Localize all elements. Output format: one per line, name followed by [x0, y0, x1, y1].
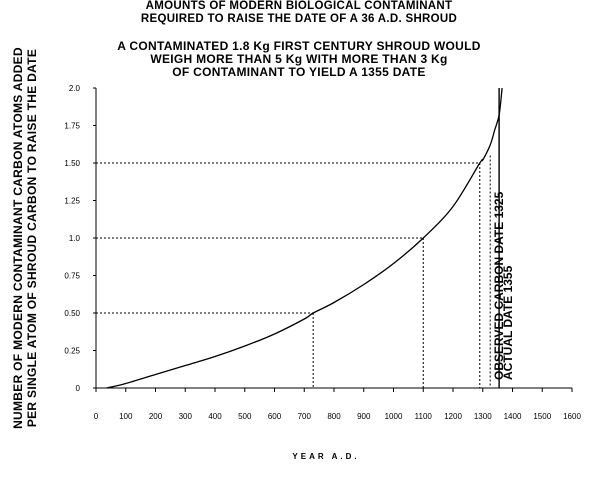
x-tick-label: 1400	[504, 412, 522, 421]
y-axis-label-line-2: PER SINGLE ATOM OF SHROUD CARBON TO RAIS…	[25, 49, 39, 427]
y-axis-label-line-1: NUMBER OF MODERN CONTAMINANT CARBON ATOM…	[11, 47, 25, 429]
x-tick-label: 0	[94, 412, 99, 421]
y-tick-label: 2.0	[69, 84, 81, 93]
y-tick-label: 1.50	[64, 159, 80, 168]
y-tick-label: 0.50	[64, 309, 80, 318]
x-tick-label: 100	[119, 412, 133, 421]
x-tick-label: 200	[149, 412, 163, 421]
date-marker-label-1: ACTUAL DATE 1355	[501, 265, 515, 380]
contaminant-curve	[106, 87, 503, 389]
y-tick-label: 1.25	[64, 197, 80, 206]
reference-lines	[96, 162, 481, 388]
chart-subtitle-line-2: WEIGH MORE THAN 5 Kg WITH MORE THAN 3 Kg	[150, 52, 448, 66]
chart-title-line-2: REQUIRED TO RAISE THE DATE OF A 36 A.D. …	[140, 13, 458, 25]
x-tick-label: 1500	[533, 412, 551, 421]
x-tick-group: 0 100 200 300 400 500 600 700 800 900 1000 1100 1200…	[94, 388, 581, 421]
x-axis-label: YEAR A.D.	[292, 452, 359, 461]
y-tick-label: 0	[76, 384, 81, 393]
x-tick-label: 500	[238, 412, 252, 421]
x-tick-label: 400	[208, 412, 222, 421]
chart-subtitle-line-1: A CONTAMINATED 1.8 Kg FIRST CENTURY SHRO…	[117, 39, 481, 53]
y-tick-label: 0.75	[64, 272, 80, 281]
x-tick-label: 600	[268, 412, 282, 421]
x-tick-label: 700	[298, 412, 312, 421]
x-tick-label: 1300	[474, 412, 492, 421]
y-tick-group: 0 0.25 0.50 0.75 1.0 1.25 1.50 1.75 2.0	[64, 84, 96, 393]
y-tick-label: 1.75	[64, 122, 80, 131]
x-tick-label: 1600	[563, 412, 581, 421]
chart-title-line-1: AMOUNTS OF MODERN BIOLOGICAL CONTAMINANT	[145, 0, 453, 12]
y-tick-label: 0.25	[64, 347, 80, 356]
x-tick-label: 900	[357, 412, 371, 421]
x-tick-label: 1100	[415, 412, 433, 421]
x-tick-label: 1000	[385, 412, 403, 421]
x-tick-label: 1200	[444, 412, 462, 421]
y-tick-label: 1.0	[69, 234, 81, 243]
x-tick-label: 800	[327, 412, 341, 421]
chart-subtitle-line-3: OF CONTAMINANT TO YIELD A 1355 DATE	[172, 65, 426, 79]
x-tick-label: 300	[179, 412, 193, 421]
